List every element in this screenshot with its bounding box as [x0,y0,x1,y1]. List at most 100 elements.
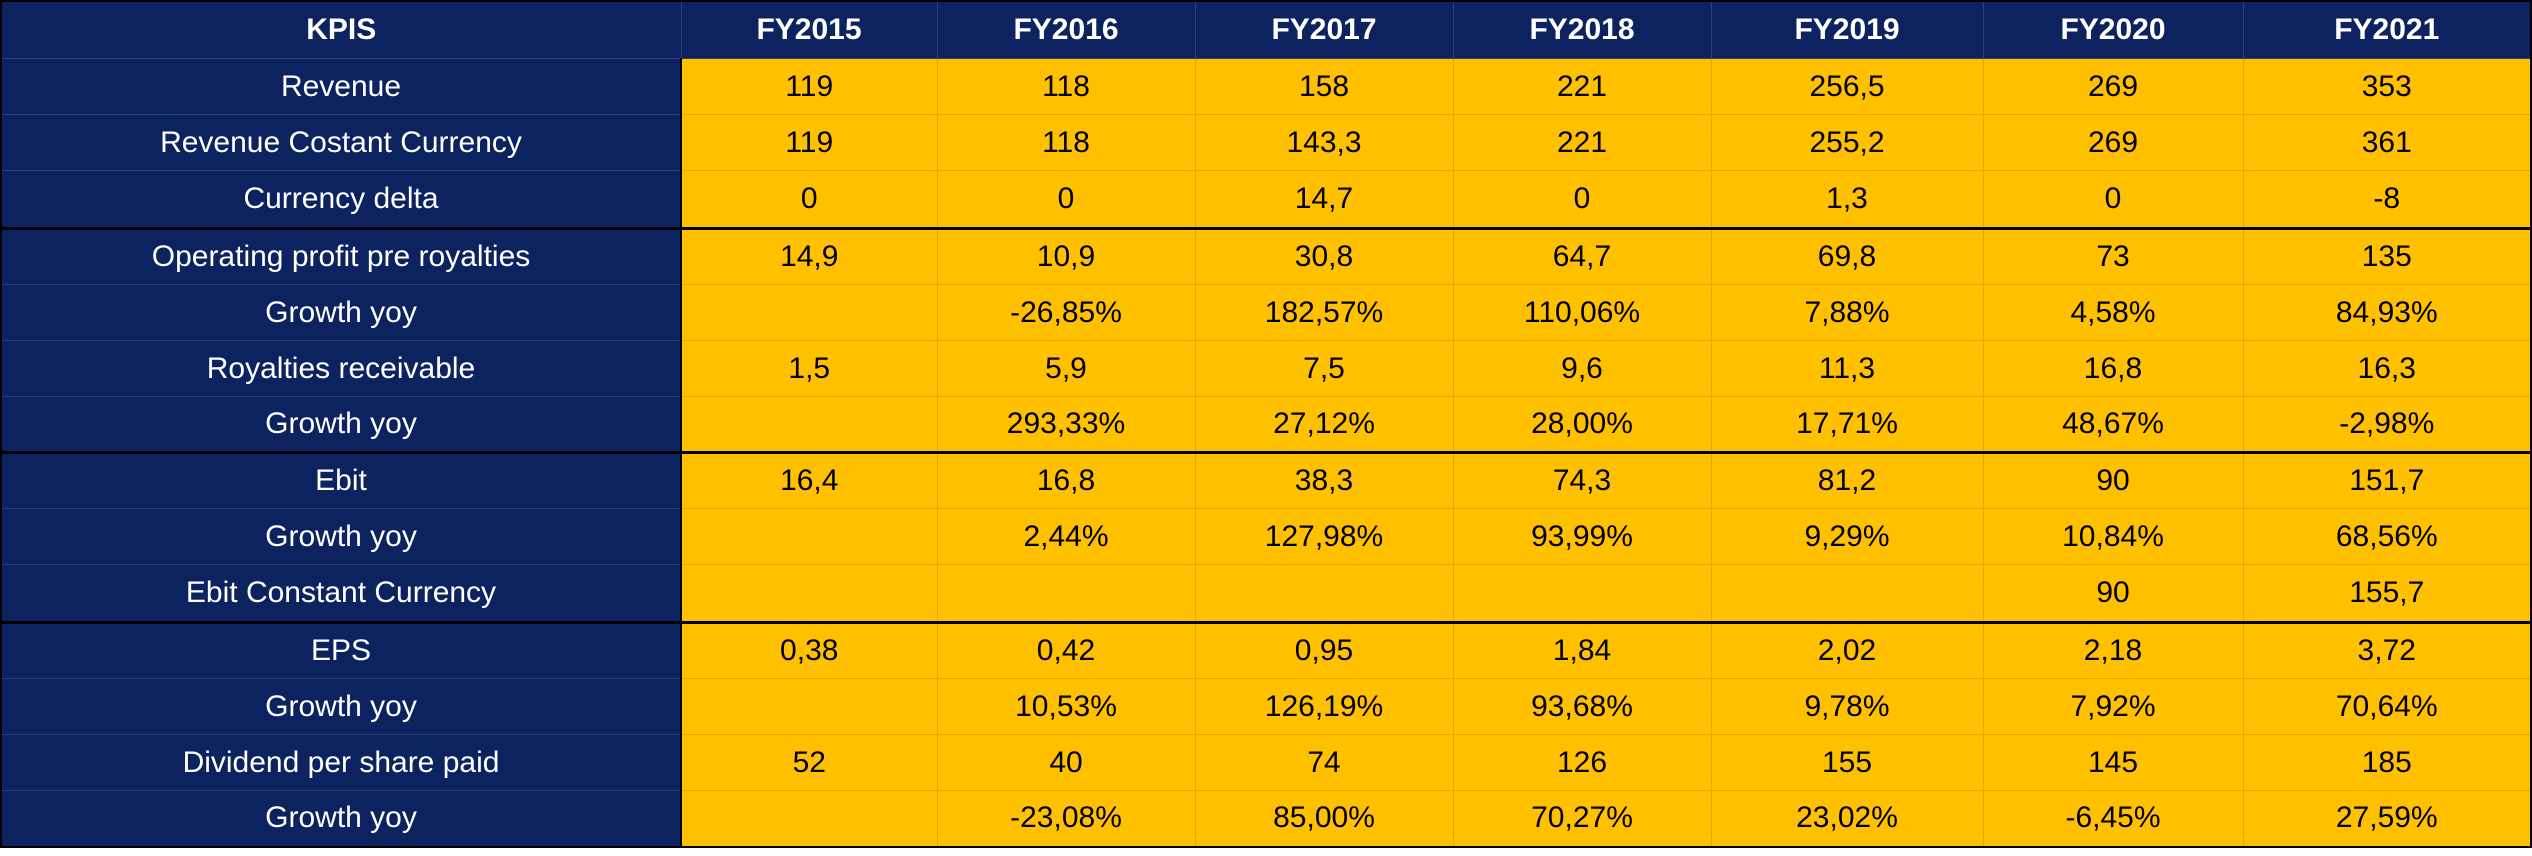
header-fy2020: FY2020 [1983,1,2244,59]
header-fy2018: FY2018 [1453,1,1712,59]
table-cell: 16,8 [1983,340,2244,397]
table-cell: 64,7 [1453,227,1712,285]
table-cell: 221 [1453,114,1712,171]
table-cell: 2,18 [1983,621,2244,679]
table-cell: 90 [1983,451,2244,509]
row-label: Growth yoy [1,790,682,847]
table-cell: 11,3 [1711,340,1984,397]
table-row: Revenue Costant Currency 119 118 143,3 221 25… [1,114,2532,171]
table-cell: 0,38 [681,621,938,679]
table-cell: 7,88% [1711,284,1984,341]
table-cell: 155 [1711,734,1984,791]
table-cell: 16,8 [937,451,1196,509]
table-cell: 74,3 [1453,451,1712,509]
table-cell: 255,2 [1711,114,1984,171]
header-kpis: KPIS [1,1,682,59]
table-cell: 85,00% [1195,790,1454,847]
table-cell: 90 [1983,564,2244,623]
table-cell [1453,564,1712,623]
table-cell: -8 [2243,170,2532,229]
table-row: Growth yoy -23,08% 85,00% 70,27% 23,02% -6,45… [1,790,2532,847]
table-cell: 10,9 [937,227,1196,285]
table-cell: 119 [681,114,938,171]
table-cell: 68,56% [2243,508,2532,565]
row-label: Royalties receivable [1,340,682,397]
table-cell: 126 [1453,734,1712,791]
table-cell: 143,3 [1195,114,1454,171]
row-label: Ebit Constant Currency [1,564,682,623]
table-row: Revenue 119 118 158 221 256,5 269 353 [1,58,2532,115]
table-cell: 110,06% [1453,284,1712,341]
table-cell: 182,57% [1195,284,1454,341]
table-cell: 1,84 [1453,621,1712,679]
table-cell: 7,92% [1983,678,2244,735]
table-cell: 126,19% [1195,678,1454,735]
table-cell: 17,71% [1711,396,1984,453]
table-cell: 30,8 [1195,227,1454,285]
row-label: Operating profit pre royalties [1,227,682,285]
row-label: Dividend per share paid [1,734,682,791]
table-cell: 16,4 [681,451,938,509]
table-row: Dividend per share paid 52 40 74 126 155 145 18… [1,734,2532,791]
table-cell: 9,78% [1711,678,1984,735]
table-cell: 14,9 [681,227,938,285]
table-row: Ebit Constant Currency 90 155,7 [1,564,2532,623]
table-cell [1195,564,1454,623]
table-cell: 16,3 [2243,340,2532,397]
table-row: Growth yoy -26,85% 182,57% 110,06% 7,88% 4,58… [1,284,2532,341]
table-cell: 221 [1453,58,1712,115]
table-cell: 93,68% [1453,678,1712,735]
row-label: Revenue Costant Currency [1,114,682,171]
table-cell: 70,27% [1453,790,1712,847]
table-cell: 1,5 [681,340,938,397]
table-cell [681,678,938,735]
table-cell: 1,3 [1711,170,1984,229]
row-label: Revenue [1,58,682,115]
table-cell: 118 [937,114,1196,171]
table-cell: 0 [681,170,938,229]
table-cell: 10,53% [937,678,1196,735]
table-row: EPS 0,38 0,42 0,95 1,84 2,02 2,18 3,72 [1,621,2532,679]
table-cell [681,564,938,623]
table-cell: -6,45% [1983,790,2244,847]
table-cell: -23,08% [937,790,1196,847]
table-cell: 84,93% [2243,284,2532,341]
table-cell: 10,84% [1983,508,2244,565]
table-cell: 81,2 [1711,451,1984,509]
row-label: Growth yoy [1,678,682,735]
table-cell: 2,02 [1711,621,1984,679]
table-row: Currency delta 0 0 14,7 0 1,3 0 -8 [1,170,2532,229]
table-cell [681,508,938,565]
header-fy2021: FY2021 [2243,1,2532,59]
table-header-row: KPIS FY2015 FY2016 FY2017 FY2018 FY2019 … [1,1,2532,59]
table-cell: 52 [681,734,938,791]
row-label: Ebit [1,451,682,509]
table-cell: 145 [1983,734,2244,791]
table-row: Ebit 16,4 16,8 38,3 74,3 81,2 90 151,7 [1,451,2532,509]
table-row: Royalties receivable 1,5 5,9 7,5 9,6 11,3 16,8… [1,340,2532,397]
table-cell: -2,98% [2243,396,2532,453]
row-label: Currency delta [1,170,682,229]
table-cell: 135 [2243,227,2532,285]
table-cell: 7,5 [1195,340,1454,397]
table-row: Growth yoy 2,44% 127,98% 93,99% 9,29% 10,84% 6… [1,508,2532,565]
table-cell: 151,7 [2243,451,2532,509]
table-cell: 38,3 [1195,451,1454,509]
table-cell: 0,95 [1195,621,1454,679]
table-cell: 28,00% [1453,396,1712,453]
table-row: Operating profit pre royalties 14,9 10,9 30… [1,227,2532,285]
table-cell: 293,33% [937,396,1196,453]
table-cell: 0 [937,170,1196,229]
header-fy2016: FY2016 [937,1,1196,59]
header-fy2019: FY2019 [1711,1,1984,59]
table-cell: 69,8 [1711,227,1984,285]
table-cell: 93,99% [1453,508,1712,565]
header-fy2015: FY2015 [681,1,938,59]
table-cell: 3,72 [2243,621,2532,679]
table-cell: 119 [681,58,938,115]
row-label: Growth yoy [1,284,682,341]
table-cell: 2,44% [937,508,1196,565]
table-cell: 27,12% [1195,396,1454,453]
table-cell: 118 [937,58,1196,115]
